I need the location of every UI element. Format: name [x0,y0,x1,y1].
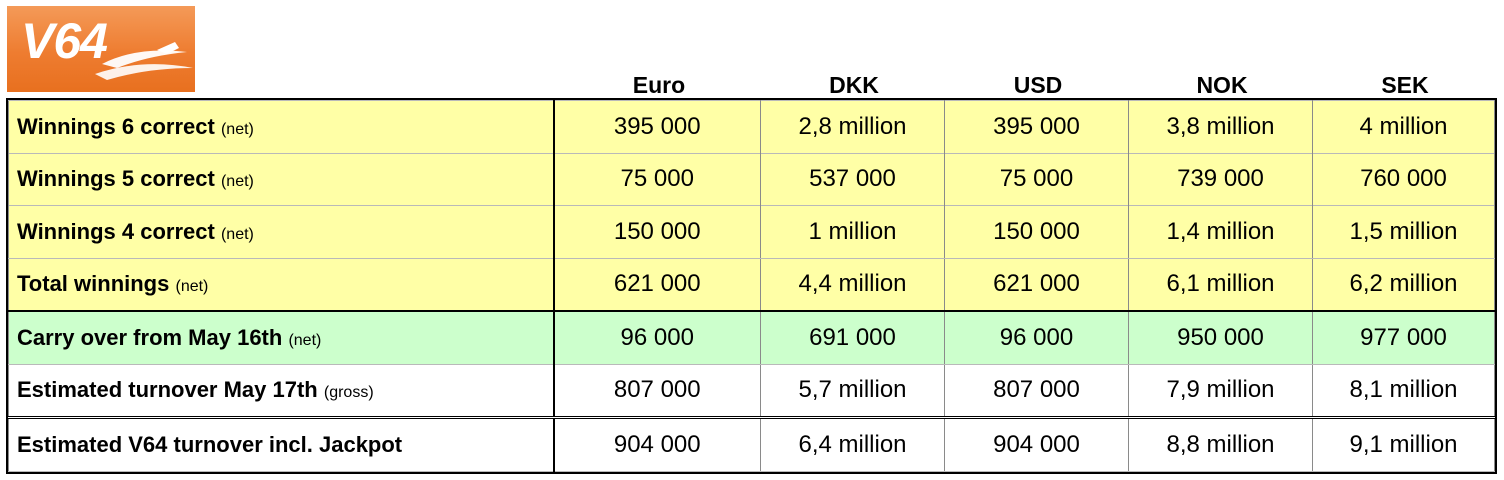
cell-euro: 96 000 [553,310,761,365]
cell-nok: 3,8 million [1128,100,1313,154]
cell-usd: 75 000 [944,152,1129,206]
row-label: Carry over from May 16th (net) [8,310,555,365]
cell-usd: 150 000 [944,205,1129,259]
cell-sek: 6,2 million [1312,257,1495,312]
row-label: Estimated V64 turnover incl. Jackpot [8,416,555,472]
cell-dkk: 6,4 million [760,416,945,472]
col-header-sek: SEK [1381,72,1429,98]
cell-sek: 4 million [1312,100,1495,154]
cell-dkk: 537 000 [760,152,945,206]
table-row-estimated-turnover: Estimated turnover May 17th (gross) 807 … [8,363,1495,418]
cell-dkk: 5,7 million [760,363,945,418]
cell-dkk: 2,8 million [760,100,945,154]
cell-dkk: 4,4 million [760,257,945,312]
cell-sek: 977 000 [1312,310,1495,365]
horse-swoosh-icon [95,42,193,80]
row-label: Winnings 4 correct (net) [8,205,555,259]
col-header-nok: NOK [1196,72,1248,98]
cell-sek: 760 000 [1312,152,1495,206]
table-row-total-winnings: Total winnings (net) 621 000 4,4 million… [8,257,1495,312]
cell-euro: 807 000 [553,363,761,418]
cell-sek: 1,5 million [1312,205,1495,259]
cell-euro: 904 000 [553,416,761,472]
cell-dkk: 691 000 [760,310,945,365]
col-header-euro: Euro [632,72,686,98]
cell-usd: 621 000 [944,257,1129,312]
cell-nok: 6,1 million [1128,257,1313,312]
row-label: Winnings 5 correct (net) [8,152,555,206]
winnings-table: Winnings 6 correct (net) 395 000 2,8 mil… [6,98,1497,474]
row-label: Estimated turnover May 17th (gross) [8,363,555,418]
cell-sek: 9,1 million [1312,416,1495,472]
table-row-estimated-v64-turnover: Estimated V64 turnover incl. Jackpot 904… [8,416,1495,472]
col-header-dkk: DKK [829,72,879,98]
cell-nok: 739 000 [1128,152,1313,206]
row-label: Total winnings (net) [8,257,555,312]
table-row-4-correct: Winnings 4 correct (net) 150 000 1 milli… [8,205,1495,259]
cell-dkk: 1 million [760,205,945,259]
cell-euro: 150 000 [553,205,761,259]
cell-nok: 950 000 [1128,310,1313,365]
logo-text: V64 [21,13,108,69]
cell-nok: 1,4 million [1128,205,1313,259]
cell-euro: 75 000 [553,152,761,206]
cell-nok: 8,8 million [1128,416,1313,472]
table-row-5-correct: Winnings 5 correct (net) 75 000 537 000 … [8,152,1495,206]
cell-usd: 904 000 [944,416,1129,472]
cell-euro: 395 000 [553,100,761,154]
col-header-usd: USD [1013,72,1063,98]
table-row-carry-over: Carry over from May 16th (net) 96 000 69… [8,310,1495,365]
cell-euro: 621 000 [553,257,761,312]
cell-usd: 395 000 [944,100,1129,154]
cell-sek: 8,1 million [1312,363,1495,418]
row-label: Winnings 6 correct (net) [8,100,555,154]
cell-usd: 96 000 [944,310,1129,365]
table-row-6-correct: Winnings 6 correct (net) 395 000 2,8 mil… [8,100,1495,154]
cell-usd: 807 000 [944,363,1129,418]
cell-nok: 7,9 million [1128,363,1313,418]
v64-logo: V64 [7,6,195,92]
